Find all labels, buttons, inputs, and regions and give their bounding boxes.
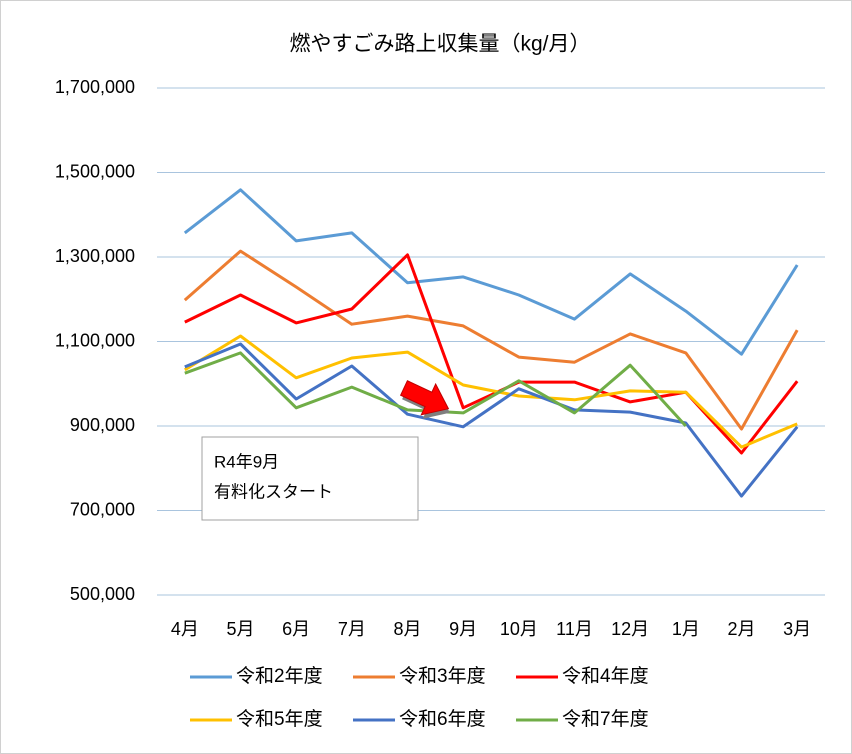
annotation-box bbox=[201, 436, 419, 521]
grid: 500,000 700,000 900,000 1,100,000 1,300,000 1… bbox=[55, 77, 825, 639]
chart-title: 燃やすごみ路上収集量（kg/月） bbox=[289, 33, 590, 56]
y-tick-label: 1,100,000 bbox=[55, 330, 135, 350]
x-tick-label: 6月 bbox=[282, 619, 310, 639]
x-tick-label: 5月 bbox=[226, 619, 254, 639]
x-tick-label: 4月 bbox=[171, 619, 199, 639]
y-tick-label: 700,000 bbox=[70, 499, 135, 519]
series-line bbox=[183, 249, 799, 431]
legend-label: 令和6年度 bbox=[399, 708, 486, 730]
x-tick-label: 10月 bbox=[500, 619, 538, 639]
legend-label: 令和5年度 bbox=[236, 708, 323, 730]
legend-label: 令和7年度 bbox=[562, 708, 649, 730]
y-tick-label: 500,000 bbox=[70, 584, 135, 604]
x-tick-label: 3月 bbox=[783, 619, 811, 639]
y-tick-label: 1,700,000 bbox=[55, 77, 135, 97]
series-line bbox=[184, 342, 799, 498]
series-line bbox=[184, 334, 798, 449]
y-tick-label: 900,000 bbox=[70, 415, 135, 435]
y-tick-label: 1,500,000 bbox=[55, 161, 135, 181]
arrow bbox=[399, 380, 450, 419]
x-tick-label: 1月 bbox=[672, 619, 700, 639]
y-tick-label: 1,300,000 bbox=[55, 246, 135, 266]
annotation-text: 有料化スタート bbox=[214, 482, 333, 501]
lines bbox=[183, 188, 799, 498]
annotation: R4年9月 有料化スタート bbox=[201, 380, 450, 521]
x-tick-label: 12月 bbox=[611, 619, 649, 639]
legend-label: 令和4年度 bbox=[562, 665, 649, 687]
series-line bbox=[183, 188, 799, 356]
x-tick-label: 11月 bbox=[556, 619, 593, 639]
x-tick-label: 7月 bbox=[338, 619, 366, 639]
legend-label: 令和3年度 bbox=[399, 665, 486, 687]
annotation-text: R4年9月 bbox=[214, 452, 279, 471]
x-tick-label: 2月 bbox=[727, 619, 755, 639]
x-tick-label: 8月 bbox=[393, 619, 421, 639]
legend-label: 令和2年度 bbox=[236, 665, 323, 687]
x-tick-label: 9月 bbox=[449, 619, 477, 639]
